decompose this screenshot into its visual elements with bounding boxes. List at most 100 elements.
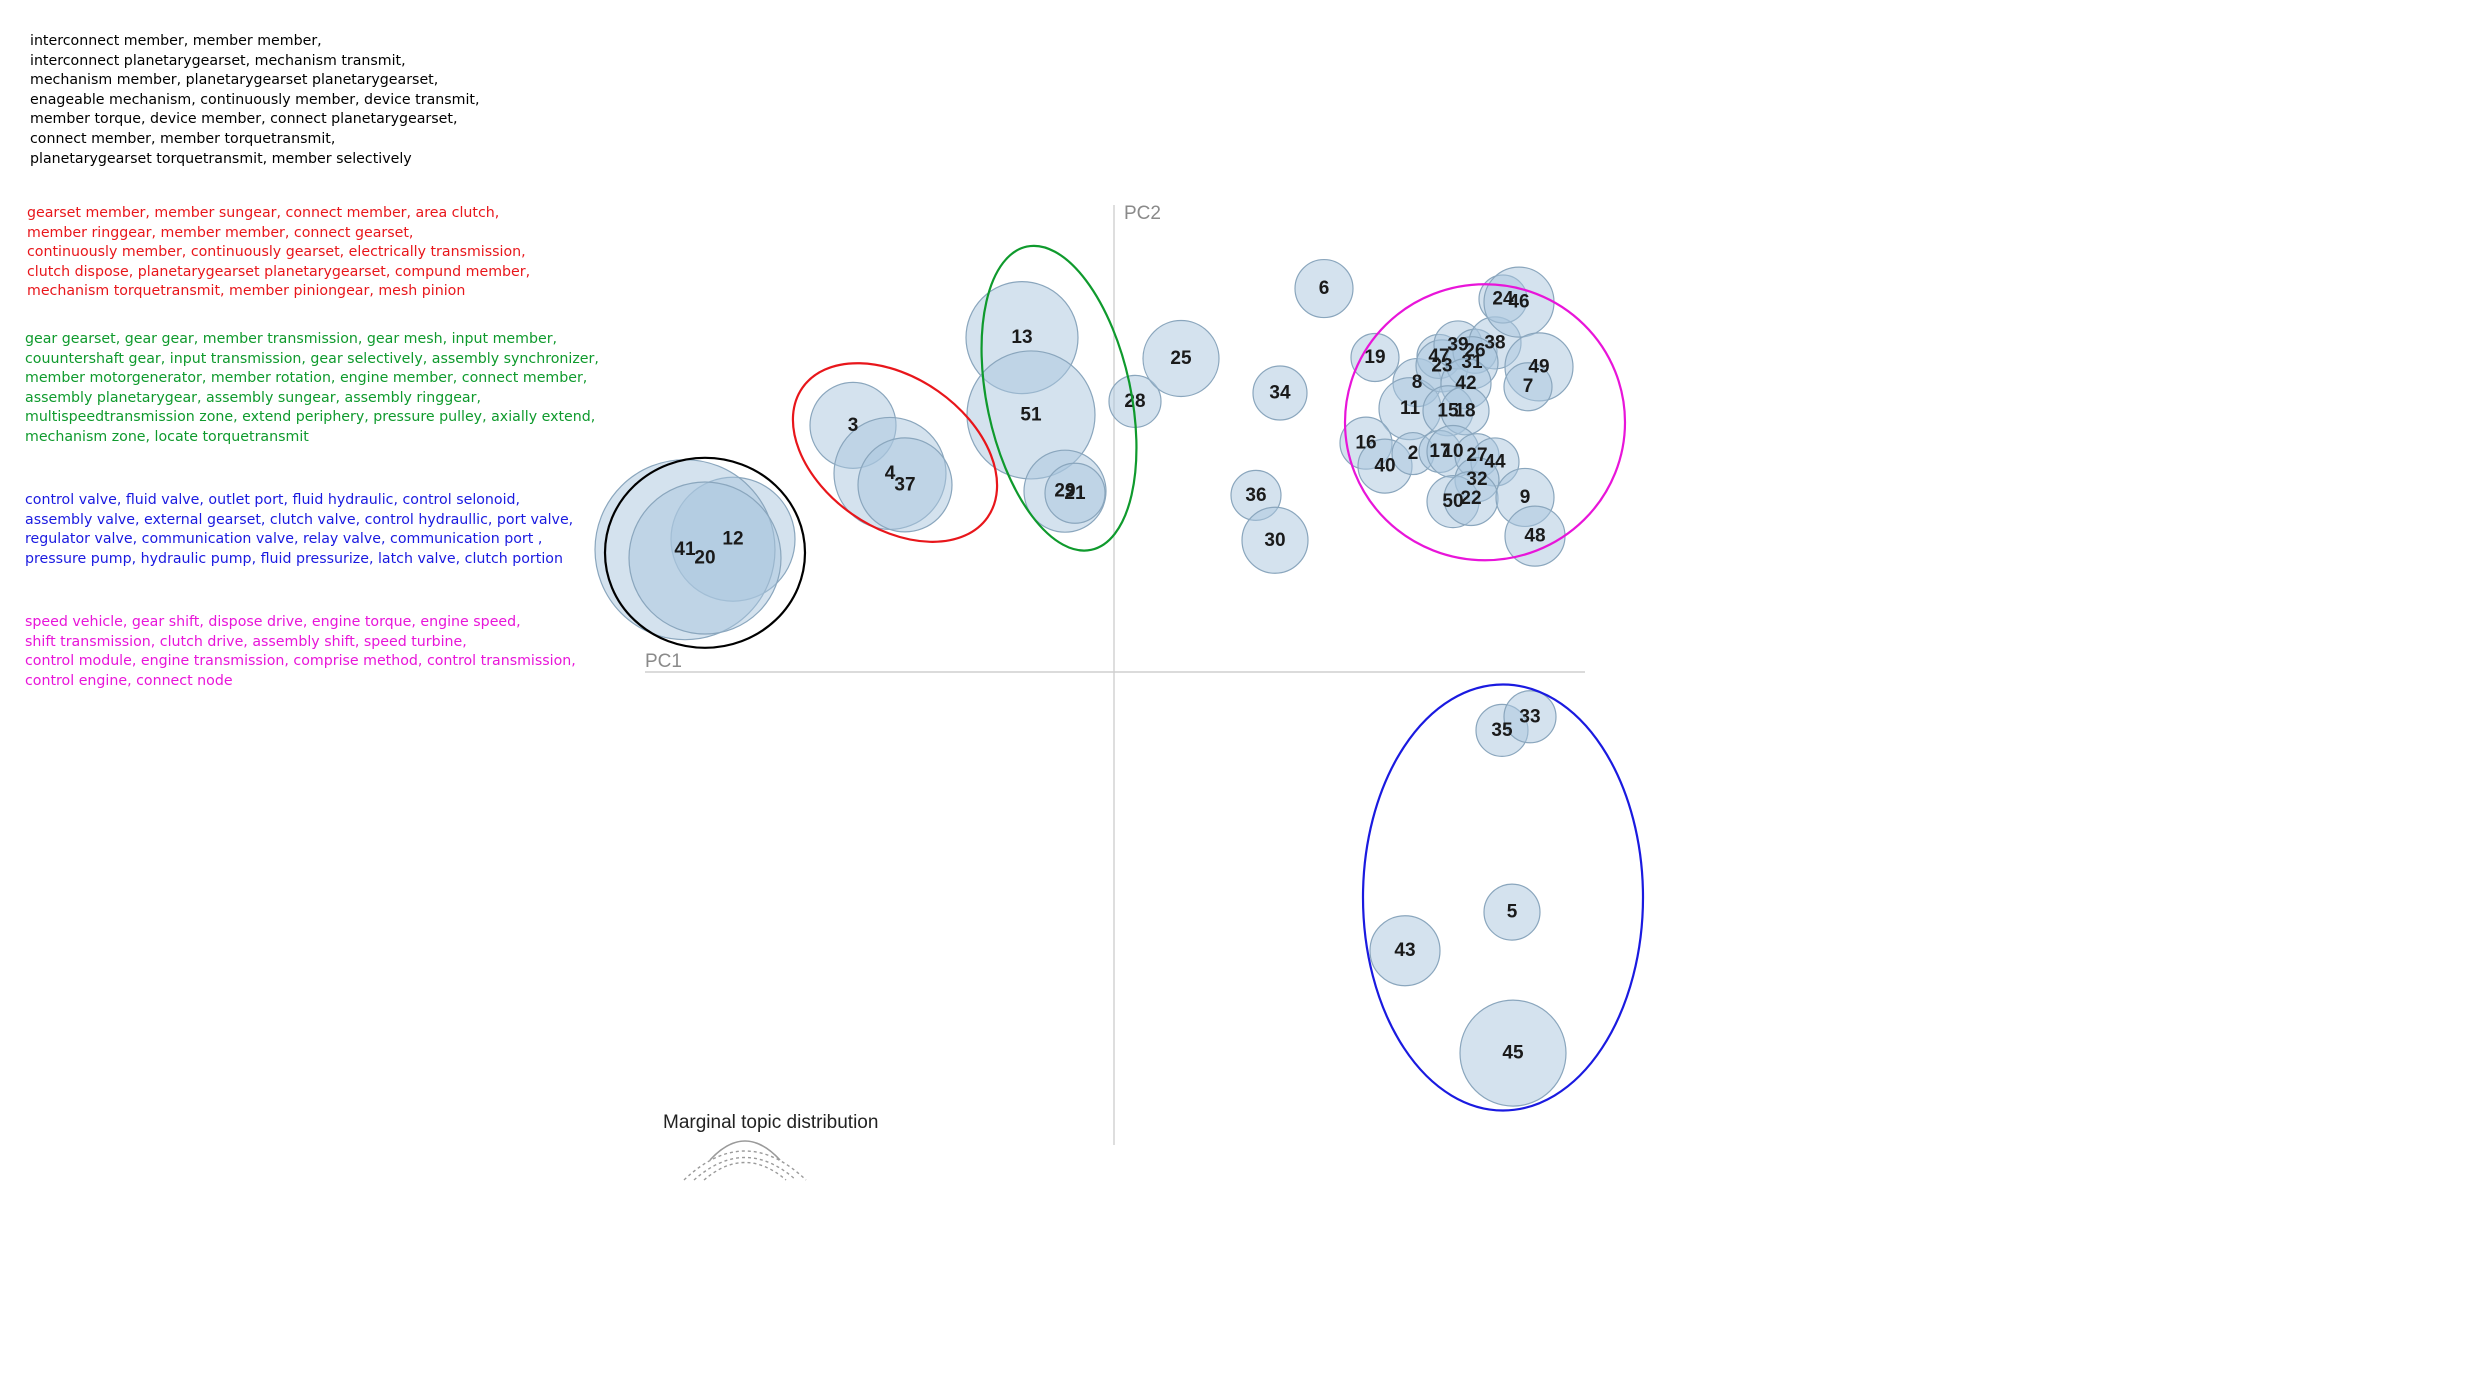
topic-label-22: 22 [1460, 488, 1481, 509]
legend-line: shift transmission, clutch drive, assemb… [25, 633, 467, 650]
cluster-ellipse-2 [980, 244, 1138, 552]
topic-labels: 1241203437135129212825346363019811164024… [674, 278, 1549, 1064]
topic-circle-21[interactable] [1044, 462, 1106, 524]
legend-line: interconnect member, member member, [30, 33, 322, 49]
topic-circle-5[interactable] [1483, 883, 1541, 941]
topic-circle-37[interactable] [857, 437, 953, 533]
legend-line: clutch dispose, planetarygearset planeta… [27, 263, 531, 280]
legend-line: pressure pump, hydraulic pump, fluid pre… [25, 550, 563, 567]
legend-line: gear gearset, gear gear, member transmis… [25, 331, 558, 347]
legend-line: planetarygearset torquetransmit, member … [30, 150, 412, 167]
legend-line: regulator valve, communication valve, re… [25, 531, 543, 548]
cluster-ellipse-0 [603, 456, 807, 649]
topic-circle-43[interactable] [1369, 915, 1441, 987]
cluster-ellipse-1 [791, 362, 999, 543]
legend-line: couuntershaft gear, input transmission, … [25, 350, 599, 367]
legend-line: multispeedtransmission zone, extend peri… [25, 409, 596, 426]
topic-label-34: 34 [1269, 383, 1291, 404]
topic-label-17: 17 [1429, 441, 1450, 462]
topic-circle-45[interactable] [1459, 999, 1567, 1107]
topic-label-24: 24 [1492, 289, 1514, 310]
legend-line: enageable mechanism, continuously member… [30, 91, 480, 108]
topic-label-31: 31 [1461, 352, 1483, 373]
legend-line: continuously member, continuously gearse… [27, 244, 526, 261]
pc2-axis-label: PC2 [1124, 203, 1161, 224]
topic-label-15: 15 [1437, 400, 1459, 421]
topic-circle-19[interactable] [1350, 332, 1400, 383]
legend-line: control valve, fluid valve, outlet port,… [25, 492, 521, 508]
topic-label-18: 18 [1454, 400, 1475, 421]
topic-label-11: 11 [1400, 398, 1421, 419]
topic-label-21: 21 [1064, 483, 1086, 504]
topic-label-37: 37 [894, 474, 915, 495]
legend-topic-terms-red: gearset member, member sungear, connect … [27, 204, 627, 302]
topic-label-7: 7 [1523, 376, 1534, 397]
legend-topic-terms-green: gear gearset, gear gear, member transmis… [25, 330, 625, 448]
topic-label-36: 36 [1245, 485, 1266, 506]
topic-label-23: 23 [1431, 355, 1452, 376]
cluster-ellipses [603, 244, 1645, 1112]
legend-line: member motorgenerator, member rotation, … [25, 370, 588, 387]
topic-label-40: 40 [1374, 456, 1395, 477]
topic-label-9: 9 [1520, 487, 1531, 508]
legend-topic-terms-black: interconnect member, member member, inter… [30, 32, 630, 169]
topic-label-41: 41 [674, 539, 696, 560]
topic-circle-30[interactable] [1241, 506, 1309, 574]
topic-label-47: 47 [1428, 346, 1449, 367]
marginal-arc-large [709, 1140, 781, 1161]
topic-circles [594, 258, 1574, 1107]
legend-line: member torque, device member, connect pl… [30, 111, 458, 128]
legend-line: interconnect planetarygearset, mechanism… [30, 52, 406, 69]
topic-circle-6[interactable] [1294, 258, 1354, 319]
legend-topic-terms-blue: control valve, fluid valve, outlet port,… [25, 491, 625, 569]
topic-circle-25[interactable] [1142, 319, 1220, 398]
topic-circle-33[interactable] [1503, 690, 1557, 744]
marginal-topic-distribution: Marginal topic distribution [663, 1112, 878, 1181]
legend-line: gearset member, member sungear, connect … [27, 205, 500, 221]
topic-label-50: 50 [1442, 491, 1463, 512]
legend-line: assembly valve, external gearset, clutch… [25, 511, 574, 528]
legend-line: connect member, member torquetransmit, [30, 130, 336, 147]
legend-line: mechanism member, planetarygearset plane… [30, 72, 439, 89]
legend-line: member ringgear, member member, connect … [27, 224, 414, 241]
topic-label-32: 32 [1466, 469, 1487, 490]
legend-line: speed vehicle, gear shift, dispose drive… [25, 614, 521, 630]
marginal-title: Marginal topic distribution [663, 1112, 878, 1133]
topic-label-38: 38 [1484, 332, 1505, 353]
topic-label-46: 46 [1508, 292, 1529, 313]
topic-label-8: 8 [1412, 372, 1423, 393]
topic-label-26: 26 [1464, 341, 1485, 362]
topic-label-6: 6 [1319, 278, 1330, 299]
topic-label-12: 12 [722, 529, 743, 550]
pc1-axis-label: PC1 [645, 651, 682, 672]
topic-label-51: 51 [1020, 404, 1042, 425]
topic-label-43: 43 [1394, 940, 1415, 961]
topic-label-19: 19 [1364, 347, 1385, 368]
topic-label-45: 45 [1502, 1043, 1524, 1064]
topic-label-35: 35 [1491, 720, 1513, 741]
topic-label-42: 42 [1455, 373, 1476, 394]
topic-circle-34[interactable] [1252, 365, 1308, 421]
topic-label-33: 33 [1519, 706, 1540, 727]
topic-label-27: 27 [1466, 445, 1487, 466]
topic-label-48: 48 [1524, 526, 1545, 547]
topic-circle-20[interactable] [628, 481, 782, 635]
legend-line: control engine, connect node [25, 672, 233, 689]
topic-label-5: 5 [1507, 902, 1518, 923]
topic-label-49: 49 [1528, 356, 1549, 377]
topic-label-10: 10 [1442, 441, 1463, 462]
topic-label-39: 39 [1447, 334, 1468, 355]
topic-label-13: 13 [1011, 327, 1032, 348]
topic-label-16: 16 [1355, 433, 1376, 454]
topic-label-3: 3 [848, 415, 859, 436]
topic-circle-7[interactable] [1503, 362, 1553, 412]
legend-line: assembly planetarygear, assembly sungear… [25, 389, 481, 406]
cluster-ellipse-4 [1361, 683, 1645, 1112]
topic-label-44: 44 [1484, 451, 1506, 472]
topic-label-25: 25 [1170, 348, 1192, 369]
axes: PC1 PC2 [645, 203, 1585, 1145]
topic-label-30: 30 [1264, 530, 1285, 551]
legend-topic-terms-magenta: speed vehicle, gear shift, dispose drive… [25, 613, 625, 691]
marginal-arc-outer [683, 1150, 807, 1181]
topic-label-28: 28 [1124, 391, 1145, 412]
